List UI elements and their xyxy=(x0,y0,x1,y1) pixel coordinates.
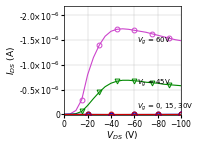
Y-axis label: $I_{DS}$ (A): $I_{DS}$ (A) xyxy=(6,46,18,75)
Text: $V_g$ = 45V: $V_g$ = 45V xyxy=(137,78,171,90)
Text: $V_g$ = 0, 15, 30V: $V_g$ = 0, 15, 30V xyxy=(137,102,193,113)
Text: $V_g$ = 60V: $V_g$ = 60V xyxy=(137,35,171,47)
X-axis label: $V_{DS}$ (V): $V_{DS}$ (V) xyxy=(106,130,139,142)
